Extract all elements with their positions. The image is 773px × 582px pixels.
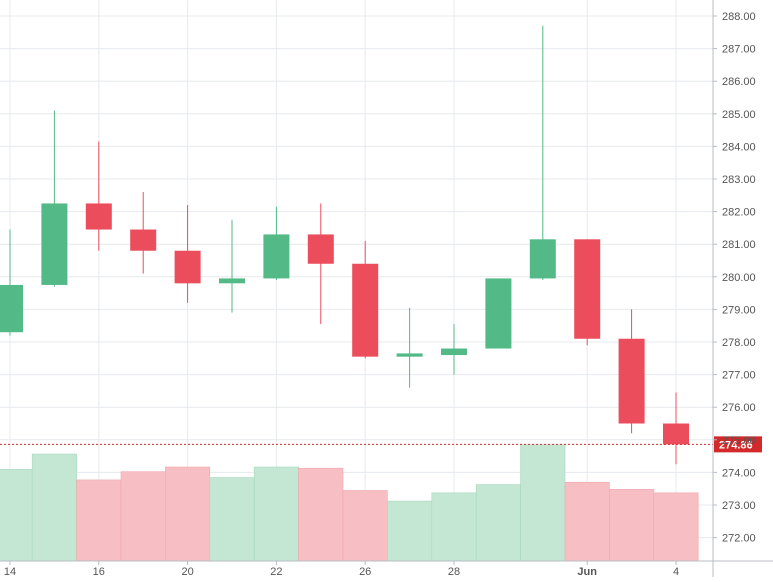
volume-bar xyxy=(120,471,166,562)
volume-bar xyxy=(520,444,566,562)
y-tick-label: 280.00 xyxy=(722,272,756,284)
volume-bar xyxy=(0,469,33,562)
volume-bar xyxy=(475,484,521,562)
y-tick-label: 275.00 xyxy=(722,435,756,447)
volume-bar xyxy=(298,467,344,562)
candle-body xyxy=(41,203,68,285)
y-tick-label: 284.00 xyxy=(722,141,756,153)
y-tick-label: 274.00 xyxy=(722,467,756,479)
y-tick-label: 273.00 xyxy=(722,500,756,512)
candle-body xyxy=(441,348,467,356)
volume-bar xyxy=(31,453,77,562)
last-price-label: 274.86 xyxy=(719,439,753,451)
y-tick-label: 282.00 xyxy=(722,207,756,219)
candle-body xyxy=(0,284,23,333)
y-tick-label: 286.00 xyxy=(722,76,756,88)
x-tick-label: 22 xyxy=(270,566,282,577)
candle-body xyxy=(352,263,379,357)
x-tick-label: 26 xyxy=(359,566,371,577)
volume-bar xyxy=(564,481,610,562)
volume-bars xyxy=(0,444,699,562)
y-tick-label: 277.00 xyxy=(722,370,756,382)
y-tick-label: 285.00 xyxy=(722,109,756,121)
y-tick-label: 272.00 xyxy=(722,533,756,545)
volume-bar xyxy=(76,479,122,562)
candle-body xyxy=(307,234,334,264)
volume-bar xyxy=(342,490,388,562)
volume-bar xyxy=(653,492,699,562)
candle-body xyxy=(485,278,512,349)
volume-bar xyxy=(165,466,211,562)
last-price-line: 274.86 xyxy=(0,436,762,453)
candle-body xyxy=(574,239,601,339)
candle-body xyxy=(130,229,157,251)
candles xyxy=(0,25,689,465)
volume-bar xyxy=(253,466,299,562)
candle-body xyxy=(85,203,112,230)
y-tick-label: 283.00 xyxy=(722,174,756,186)
candle-body xyxy=(396,353,423,357)
candle-body xyxy=(219,278,245,284)
grid-lines xyxy=(0,0,713,561)
x-tick-label: Jun xyxy=(577,566,597,577)
y-tick-label: 281.00 xyxy=(722,239,756,251)
y-tick-label: 278.00 xyxy=(722,337,756,349)
candle-body xyxy=(663,423,689,445)
x-tick-label: 14 xyxy=(4,566,16,577)
y-tick-label: 279.00 xyxy=(722,304,756,316)
x-tick-label: 16 xyxy=(93,566,105,577)
y-tick-label: 288.00 xyxy=(722,11,756,23)
x-tick-label: 20 xyxy=(181,566,193,577)
candle-body xyxy=(529,239,556,279)
y-tick-label: 287.00 xyxy=(722,44,756,56)
volume-bar xyxy=(209,477,255,562)
volume-bar xyxy=(387,500,433,562)
x-tick-label: 4 xyxy=(673,566,679,577)
candle-body xyxy=(263,234,290,279)
y-tick-label: 276.00 xyxy=(722,402,756,414)
volume-bar xyxy=(609,489,655,562)
candle-body xyxy=(174,250,201,284)
last-price-label-box xyxy=(714,436,762,453)
x-tick-label: 28 xyxy=(448,566,460,577)
candle-body xyxy=(618,338,645,424)
volume-bar xyxy=(431,492,477,562)
